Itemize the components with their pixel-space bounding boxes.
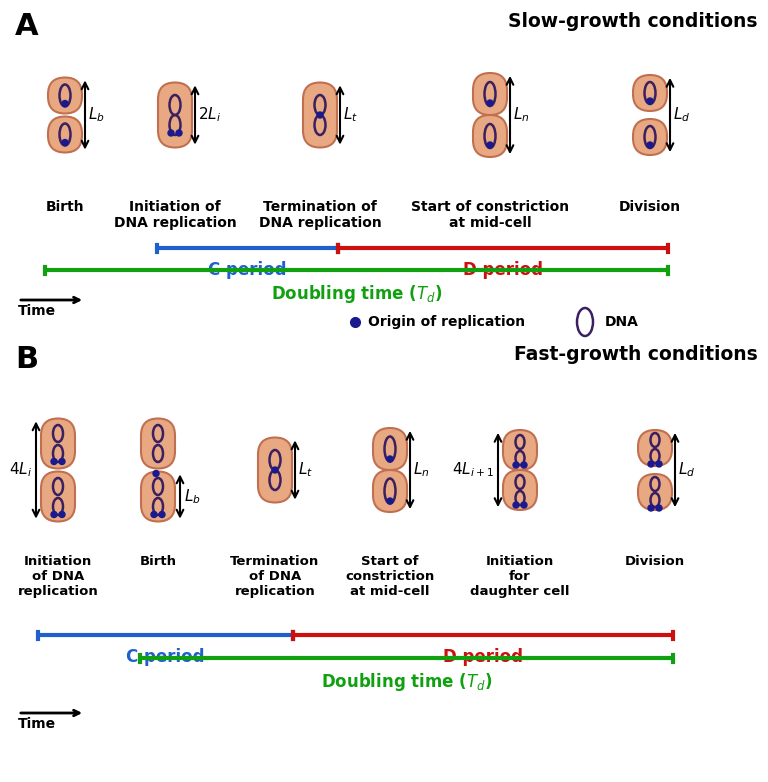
Text: Doubling time ($T_d$): Doubling time ($T_d$) <box>270 283 442 305</box>
Circle shape <box>648 505 654 511</box>
Text: Birth: Birth <box>45 200 84 214</box>
Circle shape <box>153 471 159 476</box>
Circle shape <box>59 458 65 465</box>
Circle shape <box>647 142 653 148</box>
Circle shape <box>647 98 653 104</box>
FancyBboxPatch shape <box>141 472 175 522</box>
Text: Start of
constriction
at mid-cell: Start of constriction at mid-cell <box>346 555 435 598</box>
Text: Time: Time <box>18 304 56 318</box>
Text: Termination of
DNA replication: Termination of DNA replication <box>259 200 382 230</box>
Circle shape <box>51 511 57 518</box>
Circle shape <box>648 461 654 467</box>
Circle shape <box>168 130 174 136</box>
Text: Termination
of DNA
replication: Termination of DNA replication <box>230 555 319 598</box>
Text: C period: C period <box>126 648 205 666</box>
FancyBboxPatch shape <box>638 474 672 510</box>
Text: C period: C period <box>208 261 286 279</box>
Circle shape <box>176 130 182 136</box>
Circle shape <box>487 100 493 106</box>
Text: Birth: Birth <box>140 555 177 568</box>
Circle shape <box>51 458 57 465</box>
Circle shape <box>513 462 519 468</box>
Text: $4L_{i+1}$: $4L_{i+1}$ <box>452 461 494 479</box>
Text: Fast-growth conditions: Fast-growth conditions <box>515 345 758 364</box>
FancyBboxPatch shape <box>503 430 537 470</box>
Text: Slow-growth conditions: Slow-growth conditions <box>508 12 758 31</box>
Circle shape <box>317 112 323 118</box>
Circle shape <box>159 511 165 518</box>
Text: Division: Division <box>625 555 685 568</box>
FancyBboxPatch shape <box>48 77 82 113</box>
FancyBboxPatch shape <box>48 117 82 152</box>
Circle shape <box>387 456 393 462</box>
Text: Initiation
for
daughter cell: Initiation for daughter cell <box>470 555 570 598</box>
Text: B: B <box>15 345 38 374</box>
Text: $4L_i$: $4L_i$ <box>9 461 32 479</box>
Circle shape <box>387 498 393 504</box>
FancyBboxPatch shape <box>41 418 75 468</box>
Text: $L_d$: $L_d$ <box>678 461 695 479</box>
Text: $L_t$: $L_t$ <box>343 106 358 124</box>
Text: D period: D period <box>443 648 523 666</box>
Text: Start of constriction
at mid-cell: Start of constriction at mid-cell <box>411 200 569 230</box>
FancyBboxPatch shape <box>473 73 507 115</box>
FancyBboxPatch shape <box>141 418 175 468</box>
FancyBboxPatch shape <box>373 470 407 512</box>
Circle shape <box>62 101 68 106</box>
FancyBboxPatch shape <box>303 82 337 148</box>
Text: D period: D period <box>463 261 543 279</box>
Circle shape <box>521 502 527 508</box>
FancyBboxPatch shape <box>473 115 507 157</box>
FancyBboxPatch shape <box>503 470 537 510</box>
FancyBboxPatch shape <box>373 428 407 470</box>
FancyBboxPatch shape <box>638 430 672 466</box>
Text: DNA: DNA <box>605 315 639 329</box>
Circle shape <box>487 142 493 148</box>
Text: Origin of replication: Origin of replication <box>368 315 525 329</box>
Circle shape <box>59 511 65 518</box>
Text: Initiation
of DNA
replication: Initiation of DNA replication <box>18 555 98 598</box>
Circle shape <box>151 511 157 518</box>
Circle shape <box>513 502 519 508</box>
Text: $2L_i$: $2L_i$ <box>198 106 221 124</box>
Text: $L_d$: $L_d$ <box>673 106 690 124</box>
Circle shape <box>656 461 662 467</box>
Text: Division: Division <box>619 200 681 214</box>
Circle shape <box>272 467 278 473</box>
Circle shape <box>62 139 68 145</box>
Circle shape <box>656 505 662 511</box>
FancyBboxPatch shape <box>158 82 192 148</box>
FancyBboxPatch shape <box>258 437 292 503</box>
Text: $L_b$: $L_b$ <box>184 487 200 506</box>
Text: Initiation of
DNA replication: Initiation of DNA replication <box>114 200 237 230</box>
Text: $L_n$: $L_n$ <box>513 106 529 124</box>
FancyBboxPatch shape <box>41 472 75 522</box>
Text: $L_b$: $L_b$ <box>88 106 104 124</box>
Text: $L_n$: $L_n$ <box>413 461 429 479</box>
Text: A: A <box>15 12 38 41</box>
Circle shape <box>521 462 527 468</box>
Text: $L_t$: $L_t$ <box>298 461 313 479</box>
Text: Time: Time <box>18 717 56 731</box>
Text: Doubling time ($T_d$): Doubling time ($T_d$) <box>321 671 492 693</box>
FancyBboxPatch shape <box>633 119 667 155</box>
FancyBboxPatch shape <box>633 75 667 111</box>
